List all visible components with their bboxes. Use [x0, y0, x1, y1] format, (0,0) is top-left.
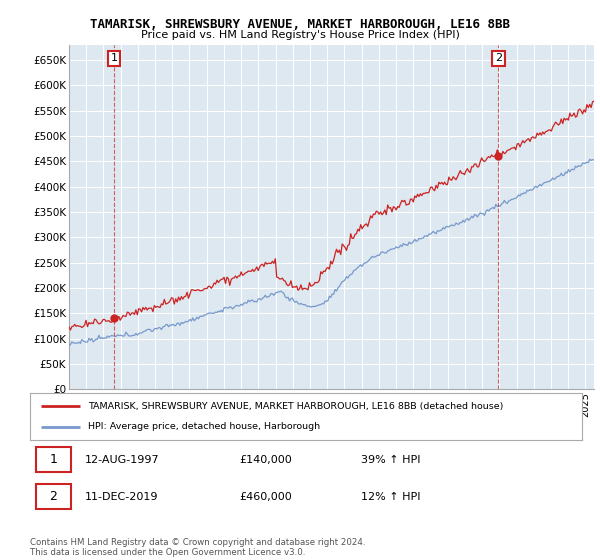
Text: Price paid vs. HM Land Registry's House Price Index (HPI): Price paid vs. HM Land Registry's House …: [140, 30, 460, 40]
FancyBboxPatch shape: [35, 447, 71, 473]
Text: Contains HM Land Registry data © Crown copyright and database right 2024.
This d: Contains HM Land Registry data © Crown c…: [30, 538, 365, 557]
Text: TAMARISK, SHREWSBURY AVENUE, MARKET HARBOROUGH, LE16 8BB: TAMARISK, SHREWSBURY AVENUE, MARKET HARB…: [90, 18, 510, 31]
Text: 2: 2: [50, 490, 58, 503]
Text: 12-AUG-1997: 12-AUG-1997: [85, 455, 160, 465]
Text: 1: 1: [110, 53, 118, 63]
Text: 2: 2: [495, 53, 502, 63]
Text: 39% ↑ HPI: 39% ↑ HPI: [361, 455, 421, 465]
Text: 1: 1: [50, 453, 58, 466]
Text: £460,000: £460,000: [240, 492, 293, 502]
Text: 11-DEC-2019: 11-DEC-2019: [85, 492, 158, 502]
Text: TAMARISK, SHREWSBURY AVENUE, MARKET HARBOROUGH, LE16 8BB (detached house): TAMARISK, SHREWSBURY AVENUE, MARKET HARB…: [88, 402, 503, 410]
FancyBboxPatch shape: [35, 484, 71, 510]
Text: 12% ↑ HPI: 12% ↑ HPI: [361, 492, 421, 502]
Text: £140,000: £140,000: [240, 455, 293, 465]
Text: HPI: Average price, detached house, Harborough: HPI: Average price, detached house, Harb…: [88, 422, 320, 431]
